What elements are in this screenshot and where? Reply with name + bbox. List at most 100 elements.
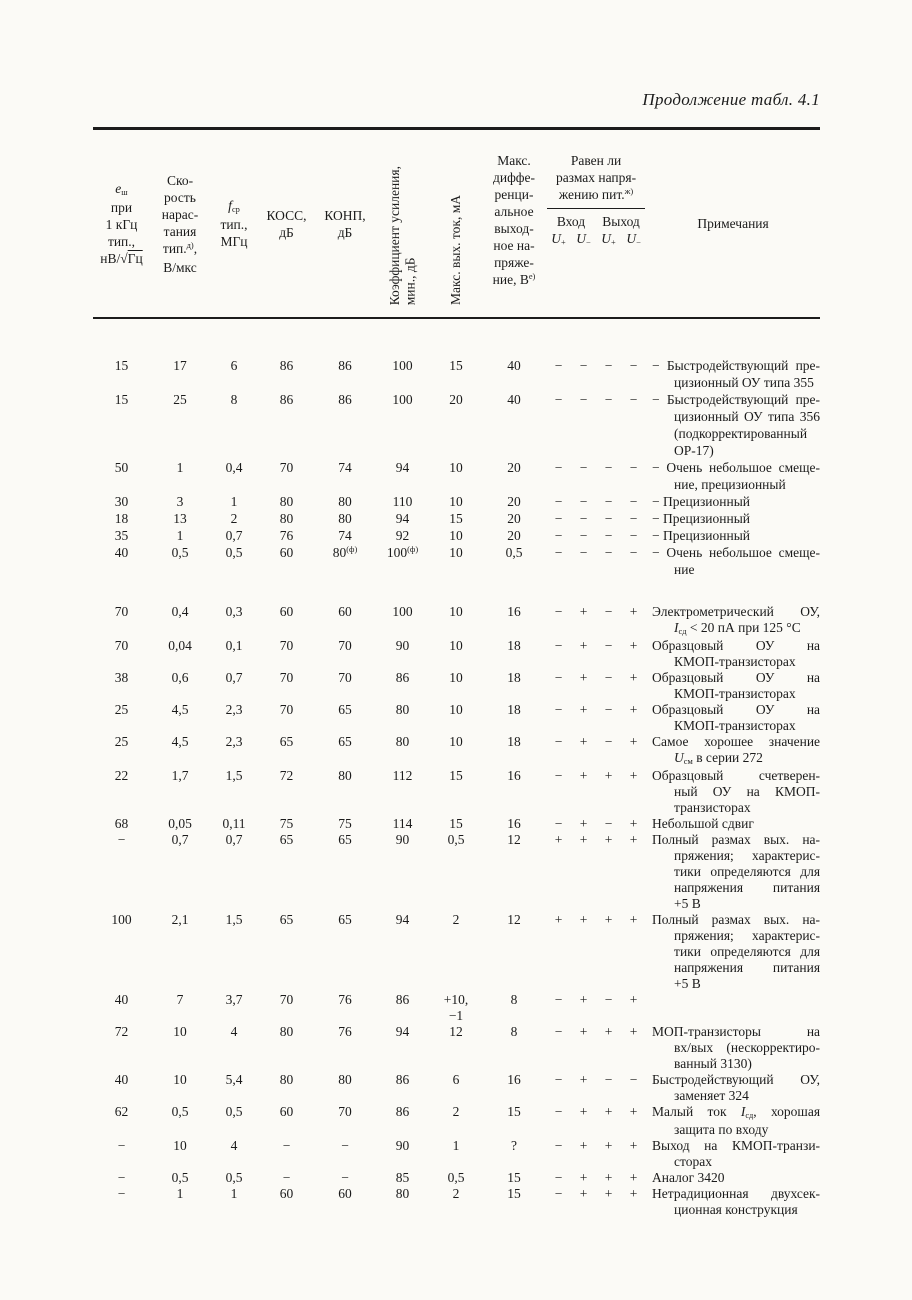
swing-cell: + [604,1170,613,1185]
cell-max-diff-voltage: 16 [507,816,521,831]
swing-cell: − [604,358,613,373]
swing-cell: − [579,528,588,543]
cell-slew-rate: 1,7 [171,768,189,783]
note-cell: Полный размах вых. на-пряжения; характер… [646,832,820,912]
table-row: 68 0,05 0,11 75 75 114 15 16 − + − + Небольшой сдвиг [93,816,820,832]
swing-output-label: Выход [602,214,640,229]
swing-cell: − [629,511,638,526]
block-gap [93,318,820,357]
cell-max-output-current: 10 [449,604,463,619]
swing-input-label: Вход [556,214,586,229]
cell-koss: 76 [279,528,294,543]
note-line: КМОП-транзисторах [674,686,796,701]
cell-max-diff-voltage: 18 [507,670,521,685]
swing-cell: − [554,702,563,717]
cell-max-diff-voltage: ? [511,1138,517,1153]
cell-gain: 110 [392,494,413,509]
cell-koss: 70 [279,992,294,1007]
table-body: 15 1 7 6 86 86 100 15 40 − − − − − Быстродействующий … [93,318,820,1218]
cell-slew-rate: 25 [173,392,187,407]
swing-cell: + [579,604,588,619]
swing-cell: − [604,702,613,717]
cell-fsr: 0,5 [225,1170,243,1185]
swing-cell: + [554,832,563,847]
cell-max-output-current: 1 [452,1138,460,1153]
cell-konp: 80 [338,511,352,526]
col-header-swing-group: Равен ли размах напря- жению пит.ж) Вход… [546,128,647,319]
table-row: 15 17 6 86 86 100 15 40− − − − − Быстродействующий … [93,357,820,391]
note-line: − Прецизионный [652,528,751,543]
cell-max-diff-voltage: 40 [507,358,521,373]
swing-cell: + [629,734,638,749]
swing-cell: + [579,912,588,927]
table-row: 18 13 2 80 80 94 15 20− − − − − Прецизионный [93,510,820,527]
cell-koss: 80 [279,511,294,526]
swing-cell: + [629,670,638,685]
note-line: Полный размах вых. на- [652,912,821,927]
table-row: 22 1,7 1,5 72 80 112 15 16 − + + + Образцовый счетве… [93,768,820,816]
cell-max-diff-voltage: 16 [507,768,521,783]
swing-cell: − [554,1186,563,1201]
cell-max-diff-voltage: 20 [507,460,521,475]
cell-fsr: 0,11 [222,816,246,831]
cell-fsr: 0,3 [225,604,243,619]
cell-noise: 25 [114,702,129,717]
swing-cell: − [554,358,563,373]
cell-gain: 100 [392,392,413,407]
cell-slew-rate: 0,6 [171,670,189,685]
cell-max-diff-voltage: 8 [510,1024,518,1039]
cell-fsr: 8 [230,392,238,407]
cell-konp: 65 [338,912,352,927]
swing-cell: − [554,545,563,560]
swing-cell: − [604,816,613,831]
cell-noise: 62 [114,1104,129,1119]
note-cell: − Прецизионный [646,510,820,527]
table-row: 70 0,4 0,3 60 60 100 10 16 − + − + Электрометрически… [93,604,820,638]
swing-cell: − [604,992,613,1007]
swing-cell: − [629,528,638,543]
cell-noise: 50 [114,460,129,475]
cell-gain: 86 [395,992,410,1007]
swing-cell: − [604,528,613,543]
cell-slew-rate: 10 [173,1072,187,1087]
note-cell: − Очень небольшое смеще-ние [646,544,820,578]
cell-max-diff-voltage: 18 [507,702,521,717]
note-line: Образцовый ОУ на [652,670,821,685]
cell-noise: 35 [114,528,129,543]
swing-cell: + [629,1170,638,1185]
cell-slew-rate: 13 [173,511,187,526]
note-cell: Нетрадиционная двухсек-ционная конструкц… [646,1186,820,1218]
note-cell: − Прецизионный [646,527,820,544]
note-line: +5 В [674,976,701,991]
cell-max-output-current: 15 [449,358,463,373]
cell-gain: 112 [392,768,413,783]
swing-cell: − [629,1072,638,1087]
cell-max-output-current: 15 [449,768,463,783]
swing-cell: − [554,1138,563,1153]
note-cell: Электрометрический ОУ, Iсд < 20 пА при 12… [646,604,820,638]
cell-max-diff-voltage: 8 [510,992,518,1007]
cell-koss: 60 [279,545,294,560]
cell-noise: 72 [114,1024,129,1039]
note-line: Iсд < 20 пА при 125 °C [674,620,801,637]
note-cell: − Быстродействующий пре-цизионный ОУ тип… [646,391,820,459]
swing-cell: + [579,1024,588,1039]
cell-noise: − [117,1138,126,1153]
cell-max-output-current: 10 [449,460,463,475]
cell-noise: 15 [114,392,129,407]
table-continuation-title: Продолжение табл. 4.1 [642,90,820,109]
note-cell: Выход на КМОП-транзи-сторах [646,1138,820,1170]
cell-gain: 94 [395,1024,410,1039]
cell-koss: 60 [279,604,294,619]
cell-konp: 86 [338,392,352,407]
note-line: ционная конструкция [674,1202,798,1217]
cell-gain: 80 [395,1186,410,1201]
swing-cell: − [554,768,563,783]
cell-max-output-current: 10 [449,638,463,653]
swing-cell: − [579,460,588,475]
note-cell: Полный размах вых. на-пряжения; характер… [646,912,820,992]
cell-konp: 76 [338,992,352,1007]
note-line: сторах [674,1154,713,1169]
swing-cell: − [554,734,563,749]
cell-fsr: 0,5 [225,545,243,560]
